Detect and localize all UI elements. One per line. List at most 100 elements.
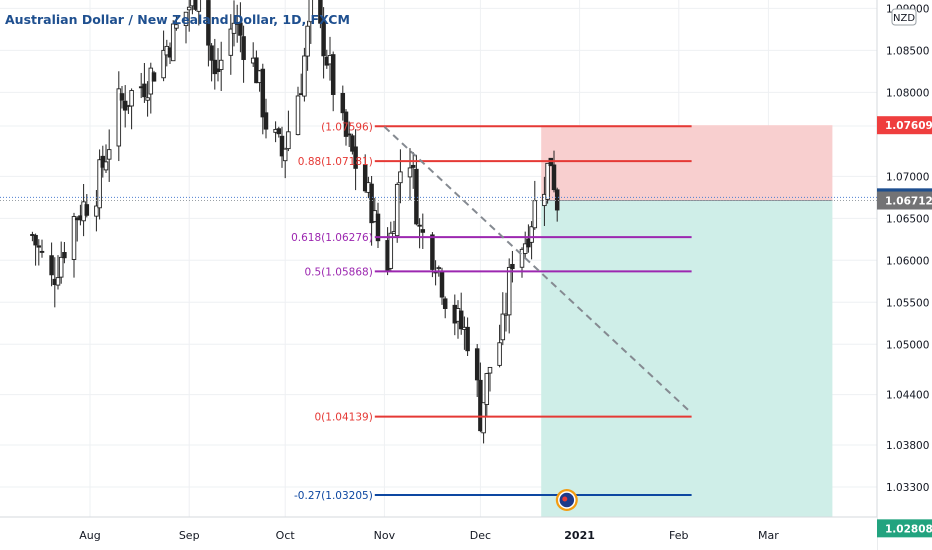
candle-body [106,149,112,160]
candle-body [369,183,374,224]
candle-body [487,366,493,374]
stop-loss-zone [541,125,833,201]
candle-body [183,11,189,27]
currency-badge-label: NZD [893,13,915,24]
time-tick-label: Sep [179,529,200,542]
candle-body [215,68,221,72]
candle-body [436,267,442,270]
candle-body [442,298,448,309]
candle-body [218,59,224,70]
candle-body [228,28,234,56]
candle-body [375,213,381,242]
price-label-badge [877,519,932,538]
event-flag-dot [562,496,568,502]
candle-body [263,112,269,130]
time-axis[interactable]: Aug Sep Oct Nov Dec 2021 Feb Mar [0,516,877,550]
candle-body [439,270,445,298]
time-tick-label: Nov [374,529,396,542]
candle-body [276,128,282,135]
price-axis[interactable]: 1.090001.085001.080001.076001.070001.065… [876,0,932,550]
price-tick-label: 1.05500 [886,297,929,309]
candle-body [241,36,246,60]
candle-body [193,0,198,10]
candle-body [260,68,266,118]
price-label-badge [877,191,932,210]
position-zones [541,125,833,529]
price-label-text: 1.06712 [885,196,932,208]
candle-body [55,277,61,286]
candlestick-series [30,0,560,444]
time-tick-label: 2021 [564,529,595,542]
candle-body [116,88,122,147]
candle-body [161,49,166,79]
candle-body [145,97,150,101]
trend-line-group [383,126,693,414]
candle-body [212,59,218,75]
fibonacci-levels: (1.07596) 0.88(1.07181) 0.618(1.06276) 0.5(… [291,121,692,502]
price-tick-label: 1.05000 [886,339,929,351]
fib-level-label: 0.618(1.06276) [291,232,373,244]
trend-line [383,126,693,414]
candle-body [545,162,550,200]
candle-body [484,373,490,405]
candle-body [174,24,179,29]
price-label-badge [877,116,932,135]
candle-body [170,23,176,62]
candle-body [302,55,307,97]
price-axis-background [877,0,932,550]
candle-body [318,0,323,24]
candle-body [407,167,413,178]
candle-body [500,313,506,341]
time-tick-label: Dec [470,529,491,542]
candle-body [330,54,336,95]
candle-body [458,310,464,330]
candle-body [254,57,259,84]
price-label-text: 1.02808 [885,523,932,535]
candle-body [231,22,237,34]
time-tick-label: Oct [276,529,296,542]
candle-body [129,90,134,107]
candle-body [532,200,538,229]
candle-body [346,133,352,136]
candle-body [506,266,512,316]
candle-body [209,45,214,61]
candle-body [353,146,358,169]
candle-body [308,0,314,23]
chart-overlays [0,196,877,511]
candle-body [282,148,288,162]
fib-level-label: 0.88(1.07181) [298,156,373,168]
candle-body [398,171,403,184]
candle-body [97,159,102,209]
candle-body [94,205,99,217]
currency-badge [891,8,917,26]
candle-body [481,402,486,434]
fib-level-label: 0.5(1.05868) [304,266,372,278]
candle-body [238,22,243,36]
candle-body [529,226,534,243]
price-tick-label: 1.06500 [886,213,929,225]
price-tick-label: 1.04400 [886,390,929,402]
candle-body [430,234,435,270]
price-tick-label: 1.08500 [886,45,929,57]
candle-body [362,164,368,192]
candle-body [394,183,400,237]
time-tick-label: Mar [758,529,779,542]
candle-body [340,92,346,114]
candle-body [119,93,125,101]
candle-body [417,224,422,227]
candle-body [522,243,528,254]
price-tick-label: 1.06000 [886,255,929,267]
candle-body [420,229,426,233]
candle-body [497,342,502,366]
candle-body [84,204,90,216]
candle-body [321,20,326,57]
candle-body [151,72,157,82]
price-label-text: 1.07609 [885,120,932,132]
candle-body [526,238,531,248]
candle-body [474,348,480,381]
fib-level-label: 0(1.04139) [315,412,373,424]
candle-body [142,83,147,98]
price-tick-label: 1.03800 [886,440,929,452]
candle-body [410,164,416,168]
